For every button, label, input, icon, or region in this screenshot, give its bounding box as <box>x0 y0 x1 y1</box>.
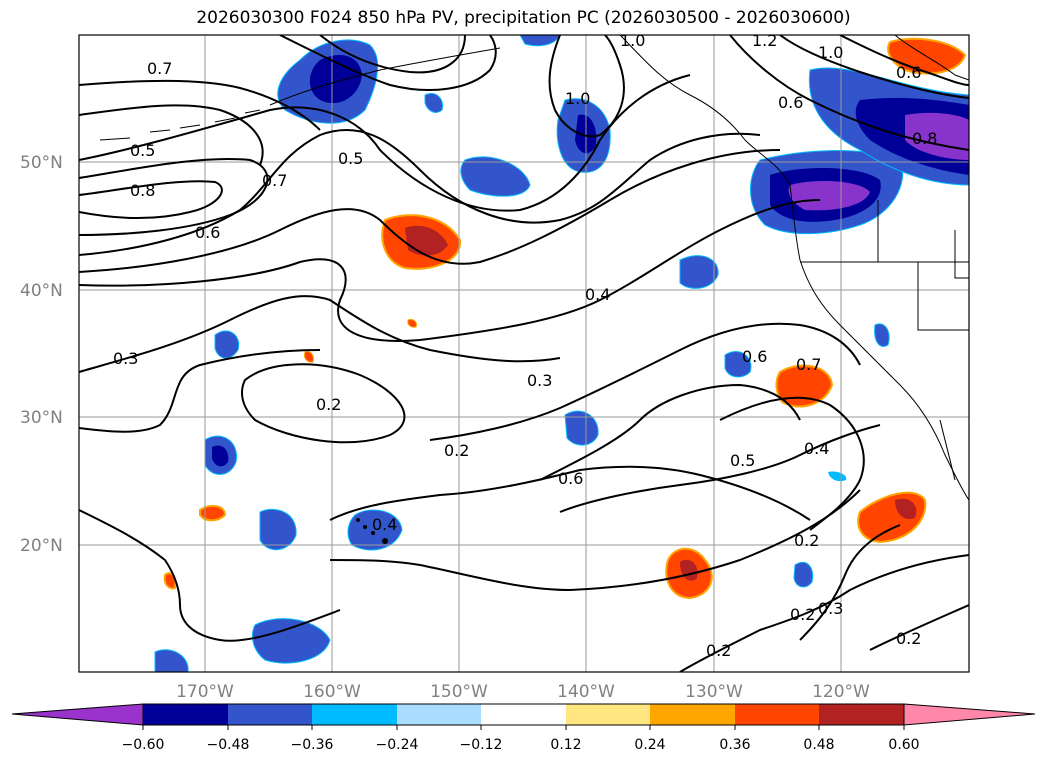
lon-label: 150°W <box>430 682 488 702</box>
pv-contours <box>79 35 969 672</box>
contour-label: 0.6 <box>896 63 921 82</box>
colorbar-tick-label: 0.36 <box>719 737 750 753</box>
colorbar-bin <box>481 704 566 725</box>
colorbar-tick-label: −0.24 <box>376 737 419 753</box>
contour-label: 0.2 <box>896 629 921 648</box>
precip-blob-bc-coast <box>808 67 969 186</box>
precip-blob-west-2 <box>204 435 237 475</box>
colorbar-frame <box>142 703 905 726</box>
colorbar-bin <box>819 704 904 725</box>
contour-label: 0.6 <box>195 223 220 242</box>
contour-label: 0.2 <box>444 441 469 460</box>
precip-blob-southwest-2 <box>154 649 189 672</box>
colorbar-bin <box>397 704 481 725</box>
contour-label: 0.8 <box>912 129 937 148</box>
contour-label: 0.3 <box>527 371 552 390</box>
contour-label: 0.4 <box>372 515 397 534</box>
colorbar-min-arrow <box>11 703 144 726</box>
lon-label: 130°W <box>685 682 743 702</box>
precip-blob-orange-east <box>775 364 834 408</box>
latitude-labels: 50°N 40°N 30°N 20°N <box>20 153 63 556</box>
colorbar-tick-label: −0.12 <box>460 737 503 753</box>
precip-blob-southeast-1 <box>793 561 814 588</box>
lat-label: 30°N <box>20 408 63 428</box>
precip-blob-hawaii <box>347 509 403 551</box>
hawaiian-islands <box>356 518 388 544</box>
precip-positive-anomalies <box>163 37 967 600</box>
colorbar: −0.60 −0.48 −0.36 −0.24 −0.12 0.12 0.24 … <box>11 703 1036 753</box>
precip-negative-anomalies <box>154 35 969 672</box>
lon-label: 140°W <box>557 682 615 702</box>
coastlines <box>99 35 969 501</box>
precip-blob-orange-southeast <box>857 491 927 544</box>
precip-blob-central-1 <box>564 410 599 446</box>
colorbar-bin <box>735 704 819 725</box>
contour-label: 0.2 <box>790 605 815 624</box>
contour-labels: 0.7 0.5 0.8 0.7 0.6 0.5 1.0 1.0 1.2 1.0 … <box>113 31 937 660</box>
precip-blob-orange-west-2 <box>163 572 177 590</box>
contour-label: 0.7 <box>147 59 172 78</box>
contour-label: 0.6 <box>742 347 767 366</box>
precip-blob-east-1 <box>724 350 752 378</box>
contour-label: 1.0 <box>565 89 590 108</box>
precip-blob-southwest-1 <box>252 618 331 664</box>
contour-label: 0.2 <box>316 395 341 414</box>
contour-label: 0.2 <box>706 641 731 660</box>
precip-blob-mid-pacific <box>460 156 531 197</box>
precip-blob-orange-small-2 <box>407 319 417 328</box>
contour-label: 0.7 <box>796 355 821 374</box>
contour-label: 0.5 <box>338 149 363 168</box>
contour-label: 0.2 <box>794 531 819 550</box>
contour-label: 0.7 <box>262 171 287 190</box>
contour-label: 0.4 <box>804 439 829 458</box>
lon-label: 120°W <box>812 682 870 702</box>
precip-blob-orange-west-1 <box>199 504 227 522</box>
colorbar-tick-label: 0.24 <box>634 737 665 753</box>
precip-blob-california <box>874 323 890 347</box>
contour-label: 0.8 <box>130 181 155 200</box>
lat-label: 50°N <box>20 153 63 173</box>
precip-blob-west-3 <box>259 508 297 550</box>
precip-blob-east-pacific <box>679 255 719 289</box>
contour-label: 0.4 <box>585 285 610 304</box>
contour-label: 0.5 <box>730 451 755 470</box>
colorbar-bin <box>650 704 735 725</box>
colorbar-tick-label: 0.12 <box>550 737 581 753</box>
lat-label: 20°N <box>20 536 63 556</box>
map-border <box>78 34 970 673</box>
colorbar-bin <box>228 704 312 725</box>
colorbar-bin <box>143 704 228 725</box>
contour-label: 0.5 <box>130 141 155 160</box>
colorbar-bin <box>312 704 397 725</box>
contour-label: 0.3 <box>818 599 843 618</box>
precip-blob-orange-central <box>381 214 462 270</box>
contour-label: 0.3 <box>113 349 138 368</box>
colorbar-tick-label: 0.60 <box>888 737 919 753</box>
colorbar-max-arrow <box>903 703 1036 726</box>
precip-blob-orange-small-1 <box>304 351 314 363</box>
precip-blob-pacific-northwest <box>750 150 904 235</box>
colorbar-bin <box>566 704 650 725</box>
colorbar-tick-label: −0.48 <box>207 737 250 753</box>
lat-label: 40°N <box>20 281 63 301</box>
colorbar-ticks <box>142 725 905 730</box>
lon-label: 170°W <box>176 682 234 702</box>
contour-label: 1.0 <box>620 31 645 50</box>
precip-blob-west-1 <box>214 330 240 359</box>
precip-blob-north-small <box>424 93 444 113</box>
map-title: 2026030300 F024 850 hPa PV, precipitatio… <box>196 8 851 28</box>
precip-blob-north-central <box>277 39 379 124</box>
contour-label: 1.2 <box>752 31 777 50</box>
graticule <box>79 35 969 672</box>
precip-blob-tiny <box>828 471 847 482</box>
lon-label: 160°W <box>303 682 361 702</box>
longitude-labels: 170°W 160°W 150°W 140°W 130°W 120°W <box>176 682 870 702</box>
colorbar-tick-label: −0.60 <box>122 737 165 753</box>
colorbar-tick-label: 0.48 <box>803 737 834 753</box>
contour-label: 0.6 <box>558 469 583 488</box>
colorbar-tick-label: −0.36 <box>291 737 334 753</box>
contour-label: 0.6 <box>778 93 803 112</box>
contour-label: 1.0 <box>818 43 843 62</box>
